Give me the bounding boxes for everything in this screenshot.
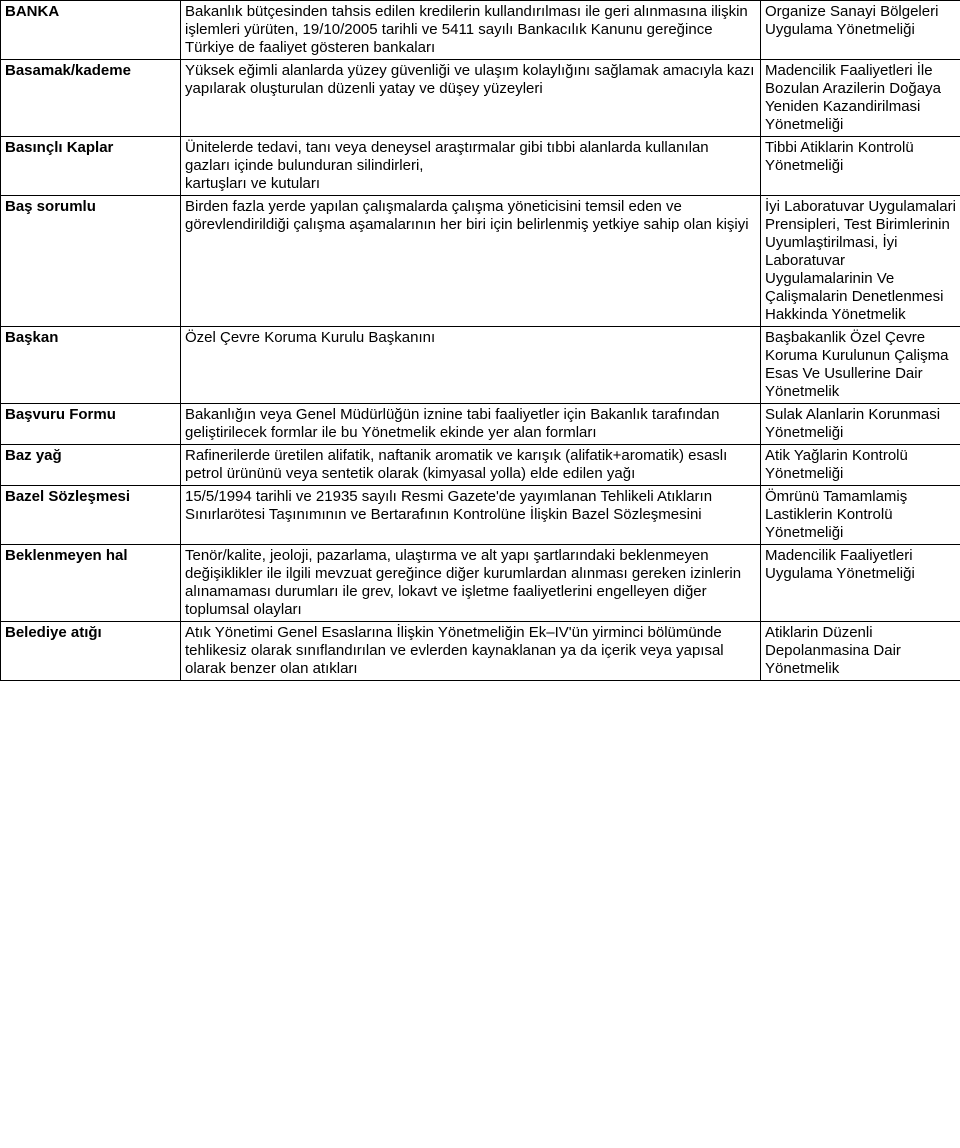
table-row: Basınçlı KaplarÜnitelerde tedavi, tanı v…: [1, 137, 960, 196]
table-row: Başvuru FormuBakanlığın veya Genel Müdür…: [1, 404, 960, 445]
source-cell: Madencilik Faaliyetleri Uygulama Yönetme…: [761, 545, 960, 622]
term-cell: Beklenmeyen hal: [1, 545, 181, 622]
table-row: Beklenmeyen halTenör/kalite, jeoloji, pa…: [1, 545, 960, 622]
source-cell: Atik Yağlarin Kontrolü Yönetmeliği: [761, 445, 960, 486]
definition-cell: Özel Çevre Koruma Kurulu Başkanını: [181, 327, 761, 404]
term-cell: Bazel Sözleşmesi: [1, 486, 181, 545]
source-cell: İyi Laboratuvar Uygulamalari Prensipleri…: [761, 196, 960, 327]
term-cell: Belediye atığı: [1, 622, 181, 681]
term-cell: Baz yağ: [1, 445, 181, 486]
source-cell: Atiklarin Düzenli Depolanmasina Dair Yön…: [761, 622, 960, 681]
table-row: Baz yağRafinerilerde üretilen alifatik, …: [1, 445, 960, 486]
table-row: BaşkanÖzel Çevre Koruma Kurulu Başkanını…: [1, 327, 960, 404]
table-row: BANKABakanlık bütçesinden tahsis edilen …: [1, 1, 960, 60]
source-cell: Organize Sanayi Bölgeleri Uygulama Yönet…: [761, 1, 960, 60]
definitions-table: BANKABakanlık bütçesinden tahsis edilen …: [0, 0, 960, 681]
term-cell: Baş sorumlu: [1, 196, 181, 327]
source-cell: Tibbi Atiklarin Kontrolü Yönetmeliği: [761, 137, 960, 196]
term-cell: Basınçlı Kaplar: [1, 137, 181, 196]
table-row: Basamak/kademeYüksek eğimli alanlarda yü…: [1, 60, 960, 137]
definition-cell: Bakanlık bütçesinden tahsis edilen kredi…: [181, 1, 761, 60]
definition-cell: Bakanlığın veya Genel Müdürlüğün iznine …: [181, 404, 761, 445]
definition-cell: 15/5/1994 tarihli ve 21935 sayılı Resmi …: [181, 486, 761, 545]
definition-cell: Tenör/kalite, jeoloji, pazarlama, ulaştı…: [181, 545, 761, 622]
term-cell: Basamak/kademe: [1, 60, 181, 137]
table-row: Belediye atığıAtık Yönetimi Genel Esasla…: [1, 622, 960, 681]
source-cell: Başbakanlik Özel Çevre Koruma Kurulunun …: [761, 327, 960, 404]
term-cell: Başkan: [1, 327, 181, 404]
term-cell: Başvuru Formu: [1, 404, 181, 445]
term-cell: BANKA: [1, 1, 181, 60]
source-cell: Ömrünü Tamamlamiş Lastiklerin Kontrolü Y…: [761, 486, 960, 545]
definition-cell: Ünitelerde tedavi, tanı veya deneysel ar…: [181, 137, 761, 196]
source-cell: Sulak Alanlarin Korunmasi Yönetmeliği: [761, 404, 960, 445]
table-row: Bazel Sözleşmesi15/5/1994 tarihli ve 219…: [1, 486, 960, 545]
source-cell: Madencilik Faaliyetleri İle Bozulan Araz…: [761, 60, 960, 137]
table-row: Baş sorumluBirden fazla yerde yapılan ça…: [1, 196, 960, 327]
definition-cell: Birden fazla yerde yapılan çalışmalarda …: [181, 196, 761, 327]
definition-cell: Yüksek eğimli alanlarda yüzey güvenliği …: [181, 60, 761, 137]
definition-cell: Atık Yönetimi Genel Esaslarına İlişkin Y…: [181, 622, 761, 681]
definition-cell: Rafinerilerde üretilen alifatik, naftani…: [181, 445, 761, 486]
